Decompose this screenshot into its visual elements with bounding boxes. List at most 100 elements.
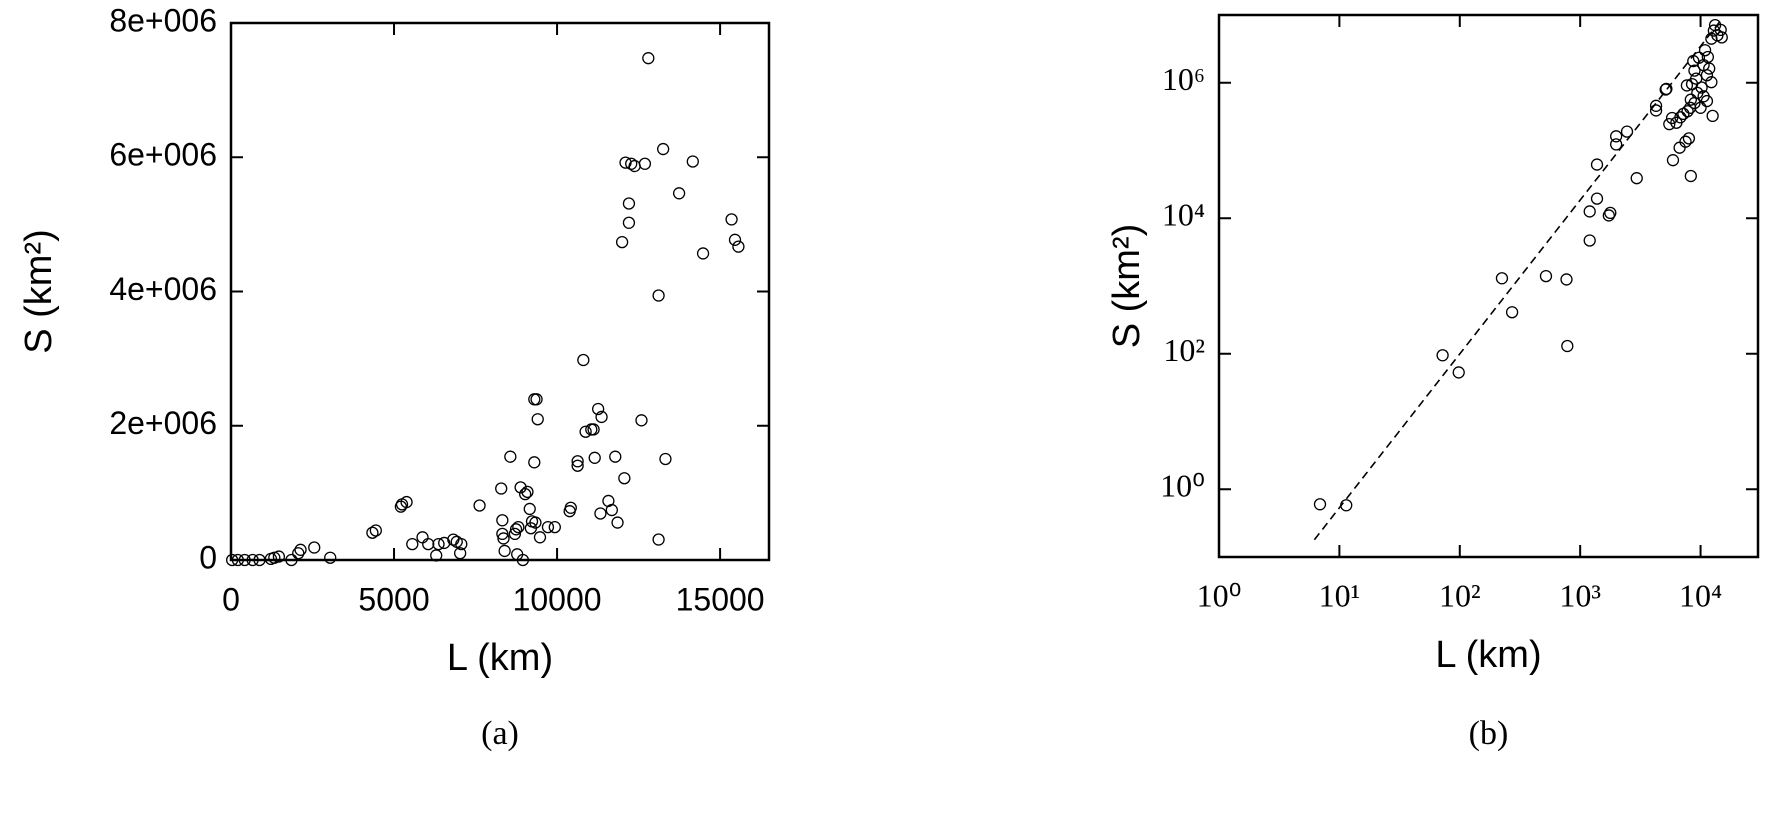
data-point — [625, 157, 638, 170]
data-point — [308, 541, 321, 554]
data-point — [571, 455, 584, 468]
data-point — [594, 507, 607, 520]
data-point — [579, 425, 592, 438]
x-tick-label: 10² — [1439, 577, 1481, 613]
chart: 10⁰ 10¹ 10² 10³ 10⁴ 10⁰ 10² 10⁴ 10⁶ L (km) S (km²)… — [1106, 13, 1760, 752]
data-point — [571, 459, 584, 472]
x-tick-label: 10⁴ — [1679, 577, 1722, 613]
data-point — [1680, 79, 1694, 92]
data-point — [696, 247, 710, 260]
data-point — [514, 481, 527, 494]
data-point — [1560, 273, 1573, 286]
data-point — [498, 544, 511, 558]
data-point — [531, 413, 544, 426]
data-point — [1495, 272, 1509, 285]
data-point — [587, 423, 600, 436]
data-point — [533, 531, 547, 544]
data-point — [496, 527, 509, 541]
data-point — [416, 531, 429, 544]
data-point — [422, 537, 435, 551]
data-point — [1690, 72, 1703, 85]
data-point — [1715, 31, 1728, 44]
data-point — [473, 499, 486, 512]
data-point — [577, 353, 590, 367]
data-point — [672, 187, 686, 200]
data-point — [292, 547, 305, 560]
chart: 0 5000 10000 15000 0 2e+006 4e+006 6e+006 8e+006… — [18, 2, 771, 752]
x-tick-label: 10000 — [513, 581, 602, 617]
data-point — [495, 482, 508, 495]
data-point — [1630, 172, 1643, 185]
data-point — [1436, 349, 1449, 362]
data-point — [588, 451, 601, 464]
data-point — [618, 472, 631, 485]
data-point — [1694, 101, 1707, 114]
data-point — [1688, 64, 1701, 77]
data-point — [285, 553, 298, 567]
x-tick-label: 10³ — [1559, 577, 1601, 613]
data-point — [529, 516, 542, 529]
data-point — [516, 553, 530, 567]
data-point — [512, 520, 525, 534]
data-point — [1649, 104, 1663, 117]
x-axis-label: L (km) — [1435, 634, 1541, 676]
data-point — [454, 547, 467, 560]
x-tick-label: 10¹ — [1319, 577, 1361, 613]
data-point — [622, 216, 636, 229]
plot-frame — [229, 21, 771, 562]
data-point — [1682, 132, 1696, 145]
data-point — [1583, 205, 1596, 218]
data-point — [1714, 23, 1727, 37]
data-point — [564, 501, 577, 514]
data-point — [225, 553, 239, 567]
data-point — [1561, 339, 1574, 353]
data-point — [1609, 130, 1623, 143]
data-point — [1452, 366, 1465, 379]
y-tick-label: 6e+006 — [109, 137, 217, 173]
data-point — [508, 527, 522, 541]
data-point — [1681, 105, 1694, 118]
data-point — [1679, 135, 1692, 148]
data-point — [369, 524, 382, 537]
x-tick-label: 0 — [222, 581, 240, 617]
data-point — [611, 516, 624, 529]
data-point — [1539, 269, 1553, 283]
data-point — [519, 488, 532, 501]
data-point — [541, 520, 555, 534]
data-point — [615, 235, 629, 249]
y-tick-label: 4e+006 — [109, 271, 217, 307]
data-point — [1590, 192, 1604, 205]
data-point — [294, 543, 307, 556]
y-tick-label: 10⁴ — [1162, 197, 1205, 233]
y-axis-label: S (km²) — [18, 229, 60, 354]
data-point — [238, 553, 251, 567]
data-point — [548, 520, 561, 534]
data-point — [231, 553, 244, 567]
y-tick-label: 10² — [1163, 332, 1205, 368]
data-point — [1700, 94, 1714, 108]
data-point — [628, 159, 641, 173]
fit-line — [1313, 19, 1722, 541]
y-tick-label: 8e+006 — [109, 2, 217, 38]
data-point — [686, 155, 699, 168]
data-point — [725, 213, 738, 226]
x-tick-label: 5000 — [358, 581, 429, 617]
data-point — [1703, 62, 1716, 75]
data-point — [595, 410, 608, 424]
y-tick-label: 0 — [199, 539, 217, 575]
y-tick-label: 10⁶ — [1162, 61, 1205, 97]
data-point — [430, 549, 443, 562]
x-tick-label: 15000 — [676, 581, 765, 617]
data-point — [496, 514, 509, 527]
data-point — [1602, 209, 1615, 222]
x-axis-label: L (km) — [447, 637, 553, 679]
data-point — [1701, 50, 1715, 64]
data-point — [521, 485, 534, 499]
data-point — [272, 550, 286, 563]
caption: (a) — [481, 715, 519, 752]
data-point — [622, 197, 636, 210]
data-point — [455, 537, 468, 551]
data-point — [1620, 125, 1634, 138]
